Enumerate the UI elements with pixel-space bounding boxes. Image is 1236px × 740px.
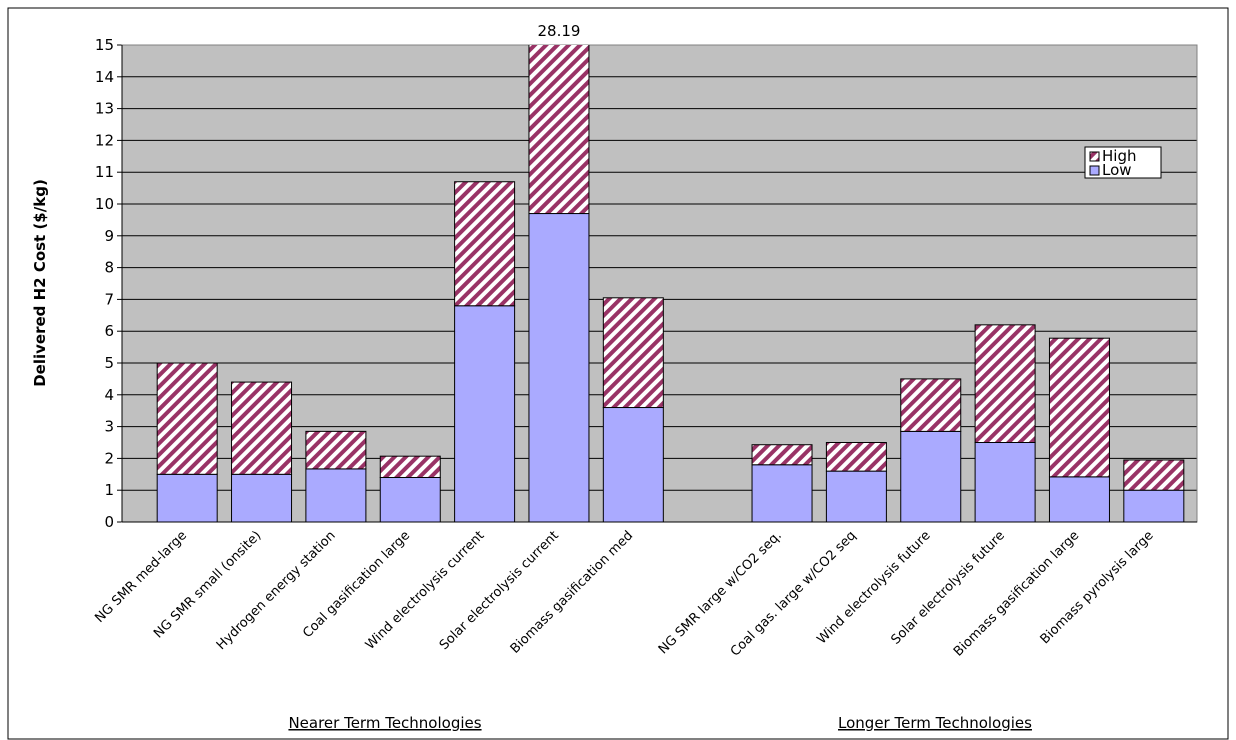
y-tick-label: 1 [104, 481, 114, 499]
y-tick-label: 10 [95, 195, 114, 213]
y-tick-label: 15 [95, 36, 114, 54]
bar-low [156, 473, 218, 522]
bar-high [1048, 337, 1110, 478]
y-tick-label: 14 [95, 68, 114, 86]
bar-low [528, 213, 590, 522]
bar-high [974, 324, 1036, 443]
bar-high [751, 444, 813, 466]
bar-low [751, 464, 813, 522]
annotation: 28.19 [537, 22, 580, 40]
y-tick-label: 3 [104, 418, 114, 436]
y-tick-label: 7 [104, 290, 114, 308]
y-tick-label: 11 [95, 163, 114, 181]
y-tick-label: 5 [104, 354, 114, 372]
y-tick-label: 6 [104, 322, 114, 340]
bar-high [231, 381, 293, 475]
bar-low [825, 470, 887, 522]
bar-high [454, 181, 516, 307]
y-tick-label: 4 [104, 386, 114, 404]
bar-low [454, 305, 516, 522]
y-tick-label: 9 [104, 227, 114, 245]
y-tick-label: 0 [104, 513, 114, 531]
legend-swatch [1089, 165, 1100, 176]
y-tick-label: 2 [104, 449, 114, 467]
legend-swatch [1089, 151, 1100, 162]
bar-high [900, 378, 962, 432]
bars [156, 45, 1185, 522]
bar-low [305, 468, 367, 522]
legend-label: Low [1102, 161, 1132, 179]
group-label: Longer Term Technologies [838, 714, 1032, 732]
y-axis-label: Delivered H2 Cost ($/kg) [31, 179, 49, 387]
bar-high [156, 362, 218, 475]
bar-low [379, 476, 441, 522]
group-label: Nearer Term Technologies [288, 714, 481, 732]
legend-label: High [1102, 147, 1136, 165]
bar-high [825, 442, 887, 472]
bar-low [974, 442, 1036, 522]
y-tick-label: 13 [95, 100, 114, 118]
bar-low [1123, 489, 1185, 522]
y-tick-label: 8 [104, 259, 114, 277]
bar-low [900, 430, 962, 522]
bar-high [602, 297, 664, 409]
bar-low [1048, 476, 1110, 522]
bar-high [1123, 459, 1185, 491]
bar-high [528, 45, 590, 215]
bar-high [305, 430, 367, 470]
bar-high [379, 455, 441, 478]
bar-low [231, 473, 293, 522]
bar-low [602, 407, 664, 522]
y-tick-label: 12 [95, 131, 114, 149]
